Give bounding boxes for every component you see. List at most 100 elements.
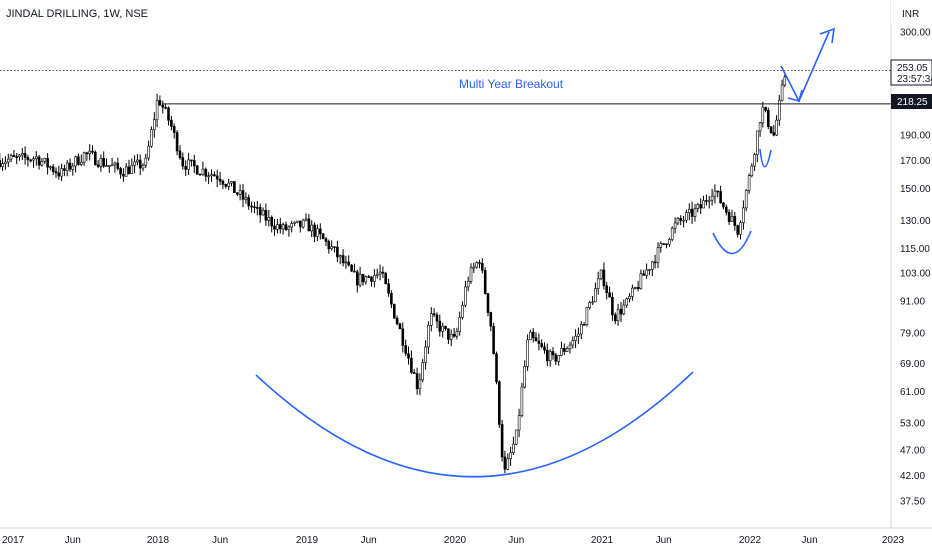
candle-body <box>571 340 575 346</box>
candle-body <box>195 165 199 175</box>
candle-body <box>613 314 617 322</box>
candle-body <box>777 99 781 121</box>
candle-body <box>659 243 663 248</box>
candle-body <box>526 339 529 367</box>
candle-body <box>427 324 430 348</box>
y-tick-label: 79.00 <box>900 329 925 340</box>
rounding-bottom-arc[interactable] <box>255 371 694 478</box>
candle-body <box>133 161 136 166</box>
candle-body <box>253 206 256 209</box>
candle-body <box>54 171 58 174</box>
candle-body <box>631 287 634 297</box>
candle-body <box>705 200 708 202</box>
candle-body <box>750 165 754 177</box>
candle-body <box>153 119 156 130</box>
candle-body <box>210 174 213 177</box>
candle-body <box>258 207 262 216</box>
cup-handle-arc[interactable] <box>712 230 752 255</box>
candle-body <box>772 132 776 136</box>
candle-body <box>410 357 413 373</box>
candle-body <box>395 317 399 325</box>
handle-pullback-arc[interactable] <box>759 148 772 168</box>
candle-body <box>26 157 30 161</box>
candle-body <box>0 160 2 168</box>
candle-body <box>247 197 250 207</box>
candle-body <box>116 162 120 169</box>
candle-body <box>358 273 362 286</box>
candle-body <box>68 162 72 170</box>
x-tick-label: 2018 <box>147 535 170 546</box>
candle-body <box>350 264 353 272</box>
candle-body <box>293 221 296 224</box>
candle-body <box>605 285 609 293</box>
candle-body <box>204 168 208 177</box>
y-tick-label: 42.00 <box>900 471 925 482</box>
candle-body <box>464 286 467 306</box>
candle-body <box>218 178 222 182</box>
candle-body <box>12 155 16 158</box>
candle-body <box>278 224 282 230</box>
candle-body <box>392 303 396 319</box>
candle-body <box>29 159 33 162</box>
candle-body <box>43 157 47 162</box>
y-tick-label: 170.00 <box>900 156 931 167</box>
candle-body <box>707 199 711 202</box>
x-tick-label: 2021 <box>591 535 614 546</box>
candle-body <box>241 190 245 200</box>
candle-body <box>537 340 541 344</box>
candle-body <box>65 162 69 171</box>
candle-body <box>761 106 765 124</box>
candle-body <box>690 208 694 217</box>
candle-body <box>588 302 592 308</box>
y-tick-label: 300.00 <box>900 28 931 39</box>
candle-body <box>540 343 544 348</box>
projection-path[interactable] <box>780 31 830 103</box>
candle-body <box>702 200 705 209</box>
candle-body <box>290 223 294 228</box>
candle-body <box>736 225 740 235</box>
x-tick-label: Jun <box>361 535 377 546</box>
y-tick-label: 53.00 <box>900 419 925 430</box>
candle-body <box>458 317 462 332</box>
candle-body <box>727 212 731 222</box>
y-tick-label: 91.00 <box>900 297 925 308</box>
candle-body <box>531 331 535 339</box>
candle-body <box>318 228 322 235</box>
candle-body <box>138 159 142 169</box>
candle-body <box>455 331 459 337</box>
candle-body <box>37 156 41 166</box>
candle-body <box>310 224 314 232</box>
candle-body <box>412 372 416 374</box>
candle-body <box>523 365 527 388</box>
time-axis[interactable]: 2017 Jun 2018 Jun 2019 Jun 2020 Jun 2021 Jun 2022 J… <box>0 527 932 546</box>
candle-body <box>585 307 589 326</box>
projection-arrowhead-up <box>819 27 835 44</box>
candle-body <box>554 354 558 362</box>
candle-body <box>424 346 427 363</box>
candle-body <box>719 190 722 204</box>
candle-body <box>668 239 671 245</box>
candle-body <box>514 429 518 445</box>
candle-body <box>560 347 563 356</box>
candle-body <box>49 166 52 169</box>
candle-body <box>574 335 577 341</box>
candle-body <box>636 287 640 289</box>
candle-body <box>551 351 555 356</box>
candle-body <box>693 208 697 217</box>
candle-body <box>611 296 614 316</box>
candle-body <box>172 126 176 133</box>
candle-body <box>124 166 128 177</box>
candle-body <box>110 164 114 167</box>
candle-body <box>316 228 319 237</box>
x-tick-label: 2019 <box>296 535 319 546</box>
candle-body <box>46 157 49 168</box>
candle-body <box>480 262 484 271</box>
candle-body <box>364 276 368 283</box>
candle-body <box>633 287 637 289</box>
candle-body <box>301 219 305 228</box>
candle-body <box>608 292 611 298</box>
candle-body <box>449 333 453 340</box>
candle-body <box>287 226 291 230</box>
candle-body <box>207 175 210 178</box>
